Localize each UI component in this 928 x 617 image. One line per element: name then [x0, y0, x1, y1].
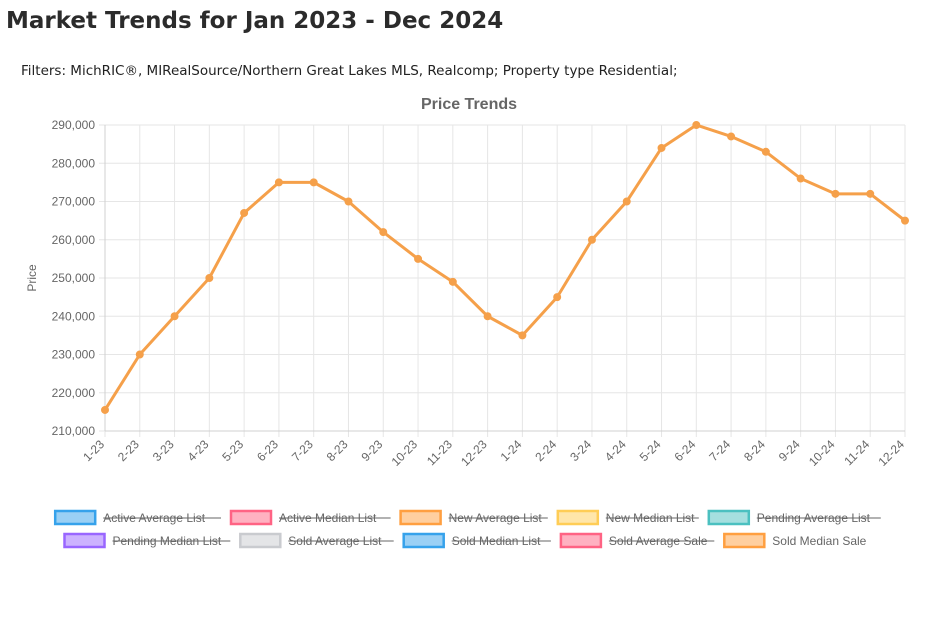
x-tick-label: 12-24 — [876, 437, 908, 469]
y-tick-label: 270,000 — [52, 195, 96, 209]
y-tick-label: 230,000 — [52, 348, 96, 362]
x-tick-label: 10-24 — [806, 437, 838, 469]
x-tick-label: 12-23 — [458, 437, 490, 469]
x-tick-label: 4-24 — [602, 437, 629, 464]
x-tick-label: 5-24 — [637, 437, 664, 464]
legend-swatch — [239, 532, 282, 549]
filters-text: Filters: MichRIC®, MIRealSource/Northern… — [21, 63, 678, 79]
legend: Active Average List Active Median List New… — [53, 509, 881, 549]
legend-swatch — [399, 509, 442, 526]
data-point[interactable] — [170, 312, 179, 321]
legend-item[interactable]: Sold Average Sale — [559, 532, 715, 549]
x-tick-label: 1-24 — [498, 437, 525, 464]
legend-swatch — [707, 509, 751, 526]
x-tick-label: 10-23 — [389, 437, 421, 469]
x-tick-label: 8-24 — [741, 437, 768, 464]
data-point[interactable] — [483, 312, 492, 321]
x-tick-label: 9-23 — [358, 437, 385, 464]
x-tick-label: 9-24 — [776, 437, 803, 464]
legend-swatch — [723, 532, 766, 549]
x-tick-label: 5-23 — [219, 437, 246, 464]
legend-item[interactable]: Sold Median List — [402, 532, 551, 549]
x-tick-label: 2-23 — [115, 437, 142, 464]
data-point[interactable] — [866, 189, 875, 198]
legend-item[interactable]: New Average List — [399, 509, 548, 526]
data-point[interactable] — [205, 274, 214, 282]
x-tick-label: 11-24 — [841, 437, 872, 468]
legend-swatch — [559, 532, 603, 549]
x-tick-label: 6-24 — [672, 437, 699, 464]
data-point[interactable] — [274, 178, 283, 187]
series-layer — [101, 121, 909, 414]
legend-swatch — [402, 532, 445, 549]
series-line-sold-median-sale — [103, 123, 906, 411]
x-tick-label: 6-23 — [254, 437, 281, 464]
x-tick-label: 8-23 — [324, 437, 351, 464]
legend-item[interactable]: Sold Median Sale — [723, 532, 867, 549]
y-tick-label: 260,000 — [52, 233, 96, 247]
data-point[interactable] — [344, 197, 353, 206]
y-tick-label: 290,000 — [52, 118, 96, 132]
y-tick-label: 220,000 — [52, 386, 96, 400]
x-tick-label: 7-24 — [706, 437, 733, 464]
data-point[interactable] — [379, 228, 388, 237]
legend-item[interactable]: Active Average List — [53, 509, 221, 526]
chart-title: Price Trends — [421, 96, 517, 113]
data-point[interactable] — [309, 178, 318, 187]
data-point[interactable] — [901, 216, 909, 225]
x-axis-ticks: 1-23 2-23 3-23 4-23 5-23 6-23 7-23 8-23 9-23 10-2… — [80, 437, 907, 469]
x-tick-label: 3-23 — [150, 437, 177, 464]
x-tick-label: 1-23 — [80, 437, 107, 464]
data-point[interactable] — [587, 235, 596, 244]
data-point[interactable] — [657, 143, 666, 152]
grid-lines — [99, 124, 906, 437]
legend-swatch — [229, 509, 273, 526]
data-point[interactable] — [414, 254, 423, 263]
y-tick-label: 250,000 — [52, 271, 96, 285]
legend-swatch — [63, 532, 106, 549]
legend-item[interactable]: Pending Median List — [63, 532, 231, 549]
legend-item[interactable]: New Median List — [556, 509, 699, 526]
data-point[interactable] — [761, 147, 770, 156]
legend-item[interactable]: Active Median List — [229, 509, 391, 526]
data-point[interactable] — [622, 197, 631, 206]
y-axis-label: Price — [25, 264, 39, 292]
data-point[interactable] — [831, 189, 840, 198]
x-tick-label: 4-23 — [185, 437, 212, 464]
legend-swatch — [556, 509, 600, 526]
x-tick-label: 2-24 — [532, 437, 559, 464]
y-tick-label: 240,000 — [52, 309, 96, 323]
legend-item[interactable]: Pending Average List — [707, 509, 881, 526]
y-axis-ticks: 210,000 220,000 230,000 240,000 250,000 260,0… — [52, 118, 96, 438]
x-tick-label: 3-24 — [567, 437, 594, 464]
x-tick-label: 7-23 — [289, 437, 316, 464]
legend-label: Sold Median Sale — [772, 534, 866, 548]
data-point[interactable] — [518, 331, 527, 340]
y-tick-label: 210,000 — [52, 424, 96, 438]
data-point[interactable] — [448, 277, 457, 286]
data-point[interactable] — [692, 121, 701, 129]
legend-swatch — [53, 509, 97, 526]
y-tick-label: 280,000 — [52, 156, 96, 170]
data-point[interactable] — [727, 132, 736, 141]
data-point[interactable] — [553, 293, 562, 302]
page-title: Market Trends for Jan 2023 - Dec 2024 — [6, 8, 504, 34]
data-point[interactable] — [796, 174, 805, 183]
data-point[interactable] — [240, 208, 249, 217]
legend-item[interactable]: Sold Average List — [239, 532, 394, 549]
data-point[interactable] — [135, 350, 144, 359]
x-tick-label: 11-23 — [424, 437, 455, 468]
data-point[interactable] — [101, 405, 109, 414]
